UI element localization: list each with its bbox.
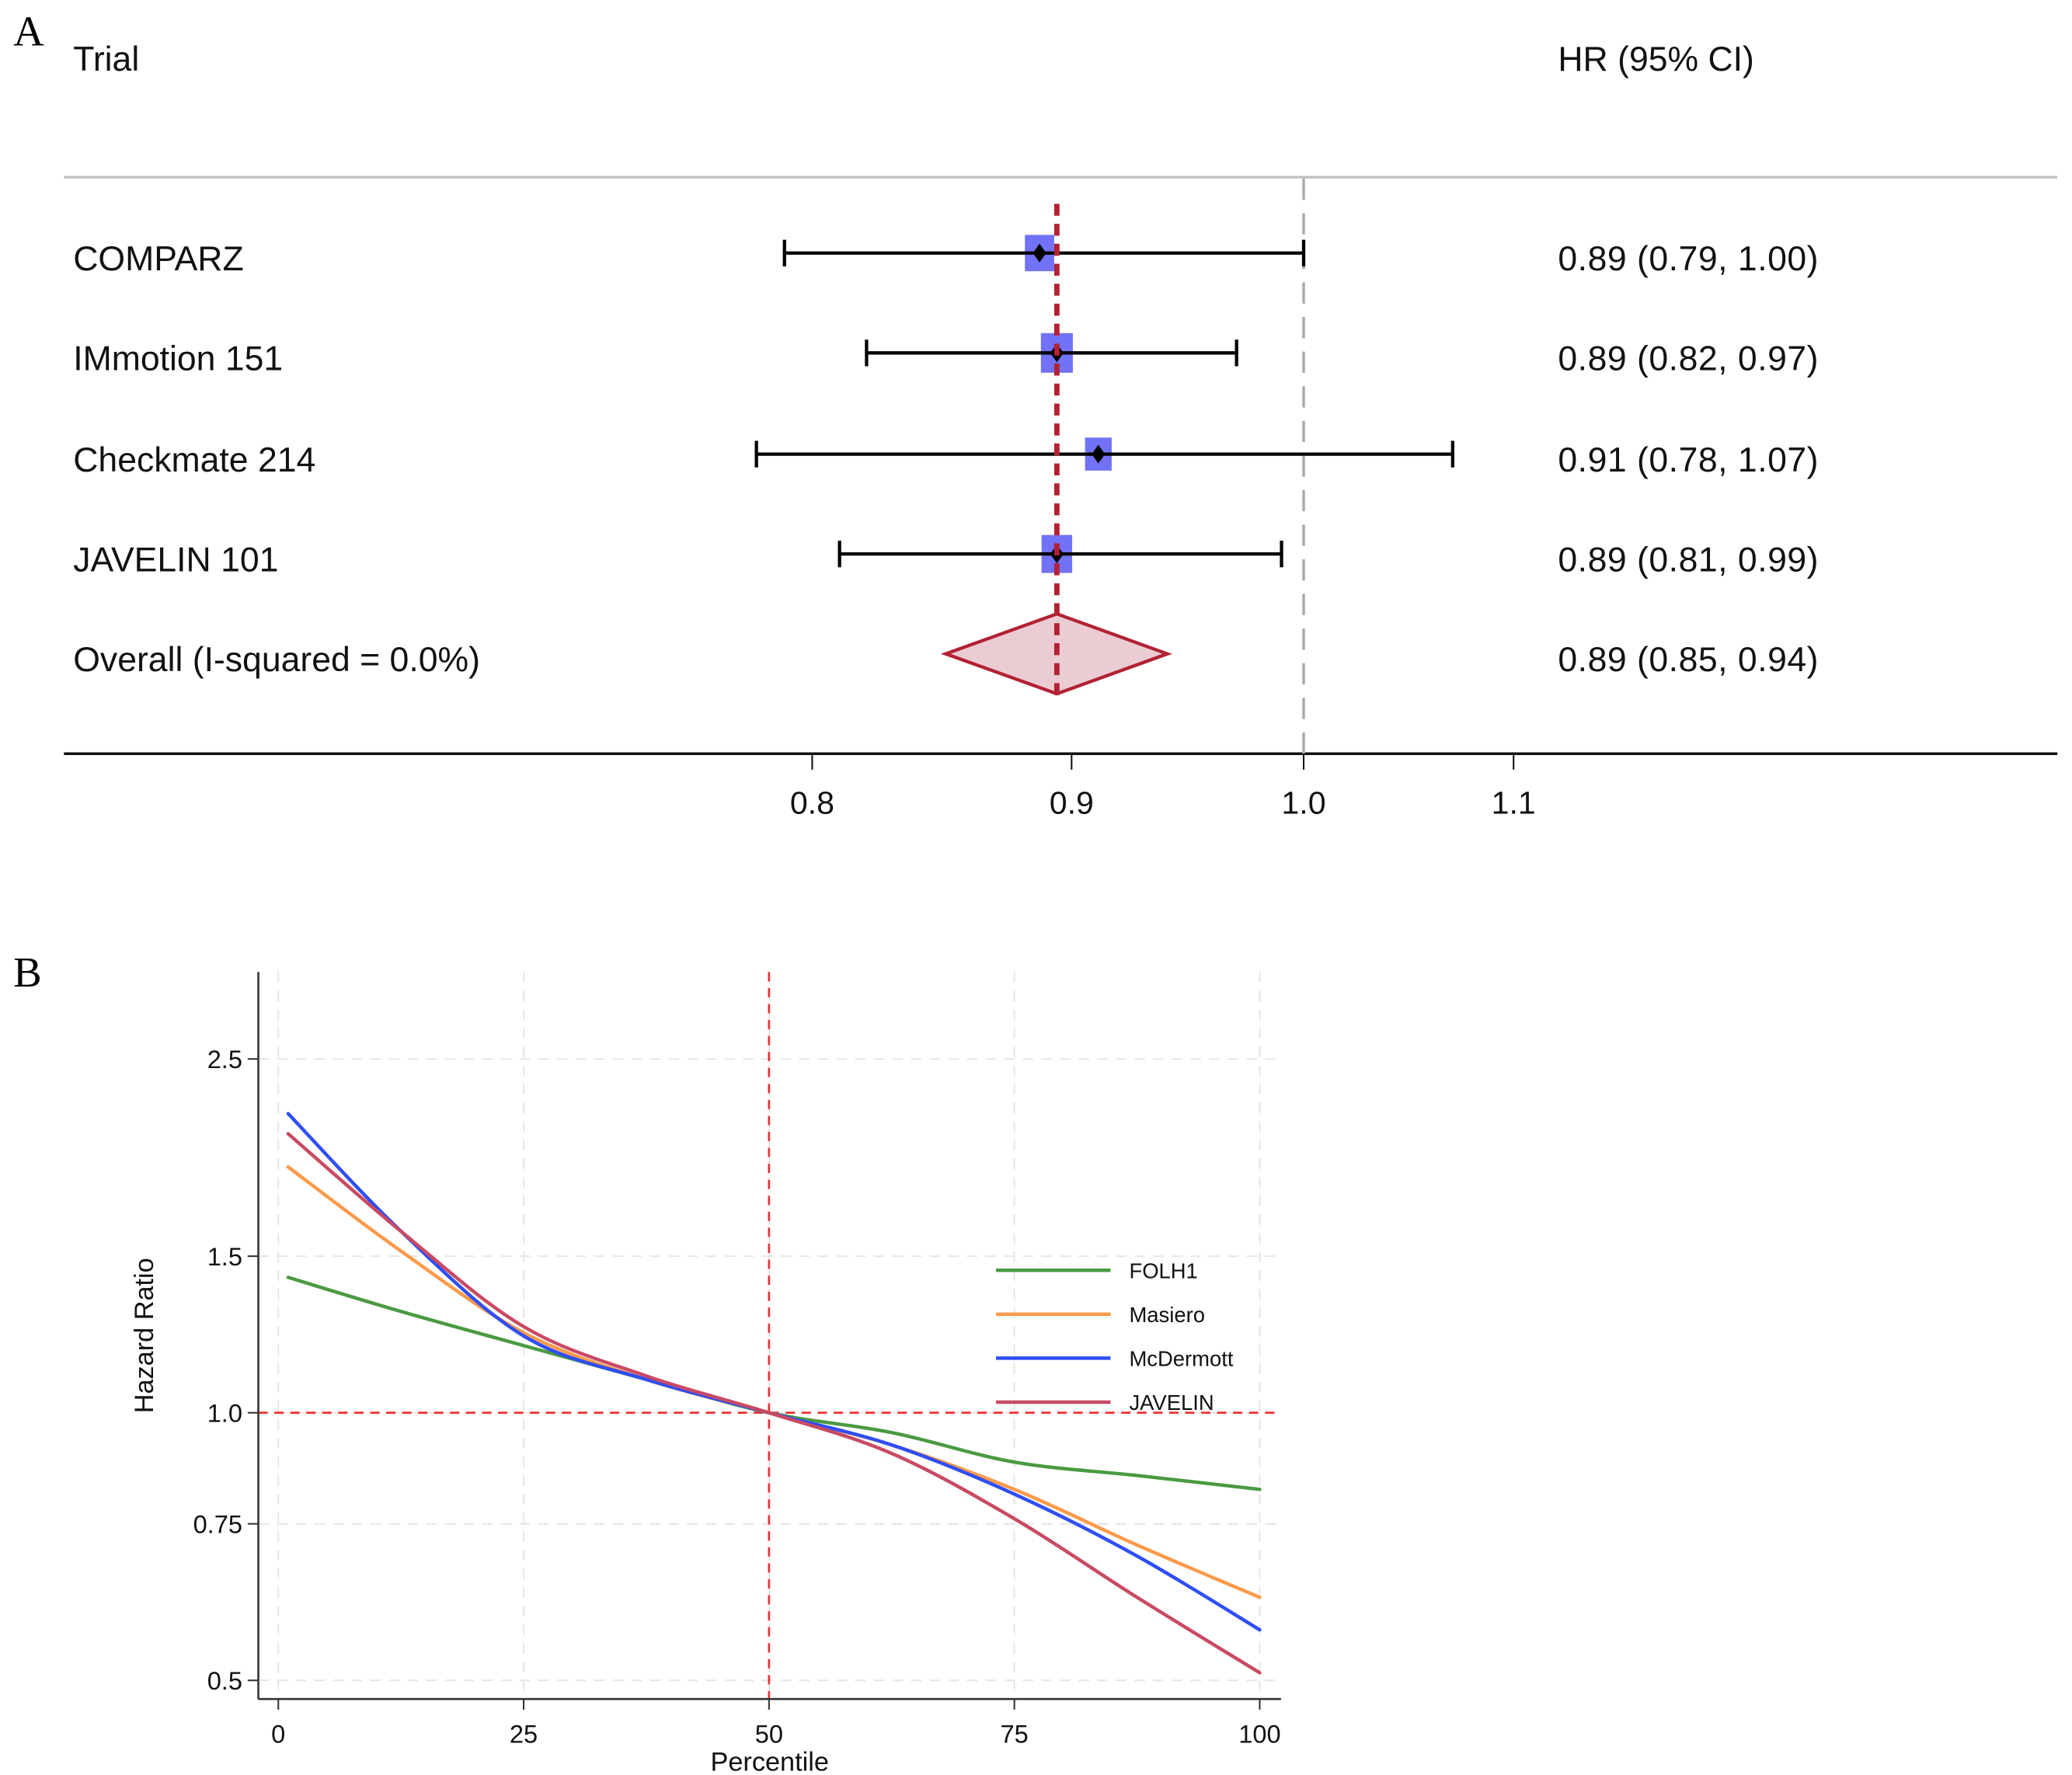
study-row: IMmotion 151 0.89 (0.82, 0.97) [73, 332, 1819, 378]
y-tick-label: 1.5 [207, 1243, 242, 1271]
study-label: Checkmate 214 [73, 441, 315, 479]
study-label: JAVELIN 101 [73, 541, 278, 579]
x-tick-label: 0.8 [790, 785, 834, 820]
legend-item: Masiero [996, 1303, 1205, 1327]
y-tick-label: 2.5 [207, 1046, 242, 1074]
x-tick-label: 1.1 [1492, 785, 1536, 820]
panel-b-letter: B [13, 948, 42, 996]
study-label: IMmotion 151 [73, 340, 283, 378]
hr-value: 0.89 (0.82, 0.97) [1558, 340, 1819, 378]
overall-label: Overall (I-squared = 0.0%) [73, 641, 480, 679]
x-tick-label: 25 [510, 1721, 538, 1749]
series-line-javelin [286, 1132, 1262, 1675]
y-tick-label: 0.75 [193, 1511, 242, 1539]
x-axis-ticks-b: 0 25 50 75 100 [271, 1699, 1281, 1749]
y-tick-label: 0.5 [207, 1667, 242, 1695]
legend-item: JAVELIN [996, 1390, 1214, 1415]
legend-item: McDermott [996, 1347, 1234, 1371]
legend-label: JAVELIN [1129, 1390, 1214, 1415]
study-row: COMPARZ 0.89 (0.79, 1.00) [73, 235, 1819, 278]
trial-column-header: Trial [73, 40, 139, 78]
study-label: COMPARZ [73, 240, 243, 278]
panel-a-forest-plot: A Trial HR (95% CI) COMPARZ 0.89 (0.79, 1… [13, 7, 2058, 820]
point-estimate-marker [1033, 243, 1046, 263]
y-tick-label: 1.0 [207, 1400, 242, 1428]
panel-a-letter: A [13, 7, 44, 54]
x-tick-label: 50 [755, 1721, 783, 1749]
x-tick-label: 0 [271, 1721, 285, 1749]
y-axis-title: Hazard Ratio [130, 1258, 159, 1413]
study-rows: COMPARZ 0.89 (0.79, 1.00) IMmotion 151 0.89… [73, 235, 1819, 579]
y-axis-ticks: 0.5 0.75 1.0 1.5 2.5 [193, 1046, 259, 1695]
panel-b-line-chart: B 0.5 0.75 1.0 1.5 2.5 0 25 50 75 100 Percentile… [13, 948, 1281, 1775]
x-tick-label: 0.9 [1050, 785, 1094, 820]
hr-column-header: HR (95% CI) [1558, 40, 1753, 78]
series-lines [286, 1112, 1262, 1675]
x-axis-ticks: 0.8 0.9 1.0 1.1 [790, 754, 1536, 820]
hr-value: 0.89 (0.81, 0.99) [1558, 541, 1819, 579]
legend-label: McDermott [1129, 1347, 1233, 1371]
overall-row: Overall (I-squared = 0.0%) 0.89 (0.85, 0.… [73, 611, 1819, 696]
series-line-mcdermott [286, 1112, 1262, 1632]
x-tick-label: 100 [1238, 1721, 1280, 1749]
hr-value: 0.89 (0.79, 1.00) [1558, 240, 1819, 278]
x-tick-label: 1.0 [1281, 785, 1325, 820]
legend: FOLH1 Masiero McDermott JAVELIN [996, 1259, 1234, 1415]
overall-hr-value: 0.89 (0.85, 0.94) [1558, 641, 1819, 679]
hr-value: 0.91 (0.78, 1.07) [1558, 441, 1819, 479]
series-line-masiero [286, 1165, 1262, 1599]
legend-item: FOLH1 [996, 1259, 1198, 1283]
series-line-folh1 [286, 1276, 1262, 1491]
x-axis-title: Percentile [711, 1748, 829, 1775]
study-row: Checkmate 214 0.91 (0.78, 1.07) [73, 437, 1819, 479]
study-row: JAVELIN 101 0.89 (0.81, 0.99) [73, 534, 1819, 579]
legend-label: Masiero [1129, 1303, 1204, 1327]
x-tick-label: 75 [1001, 1721, 1029, 1749]
legend-label: FOLH1 [1129, 1259, 1197, 1283]
